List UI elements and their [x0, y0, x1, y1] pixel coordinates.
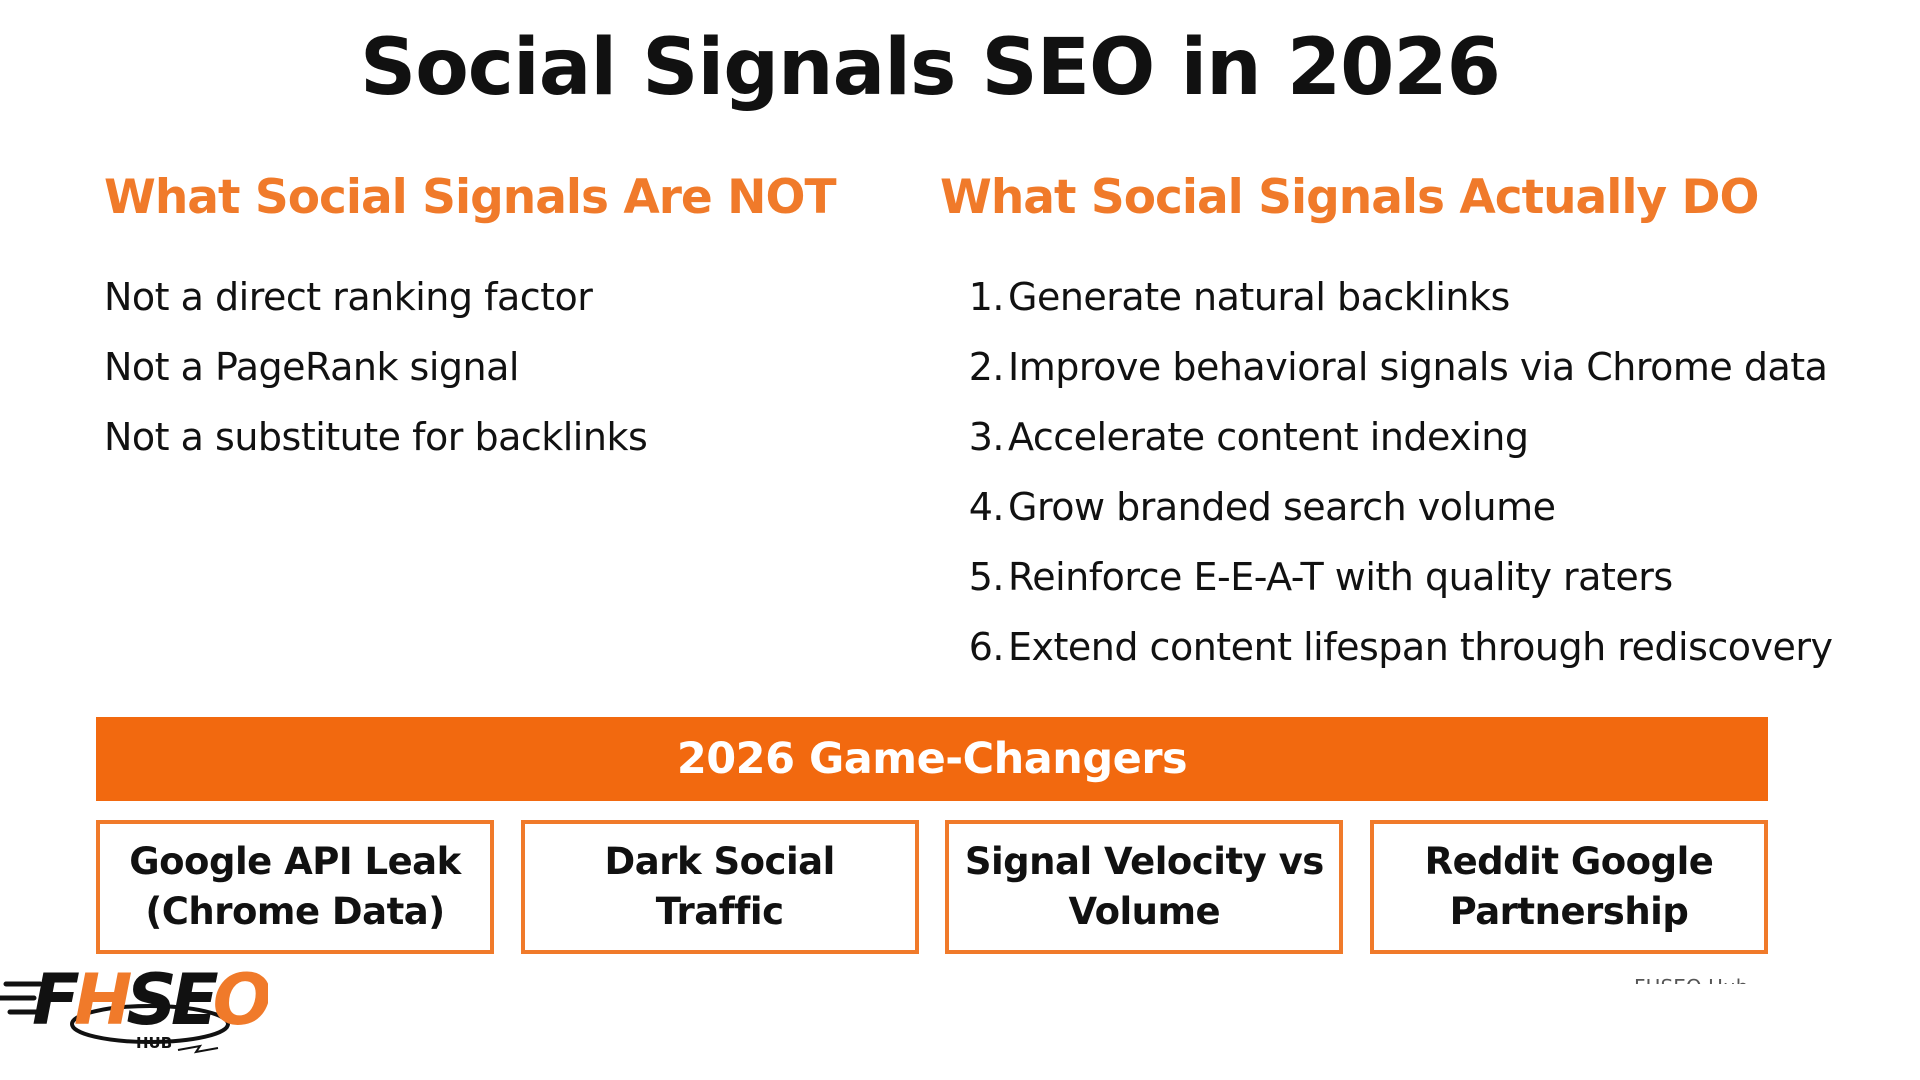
fhseo-hub-logo-icon: FHSEO HUB [0, 959, 268, 1054]
logo-swoosh [70, 1004, 230, 1044]
do-item: 3. Accelerate content indexing [960, 402, 1833, 472]
do-heading: What Social Signals Actually DO [940, 170, 1759, 225]
not-item: Not a direct ranking factor [104, 275, 593, 319]
card-dark-social-traffic: Dark Social Traffic [520, 820, 919, 954]
do-item-text: Improve behavioral signals via Chrome da… [1008, 345, 1828, 389]
do-item-number: 3. [968, 415, 1005, 459]
not-list: Not a direct ranking factor Not a PageRa… [104, 262, 648, 472]
do-item-number: 6. [968, 625, 1005, 669]
game-changer-cards: Google API Leak (Chrome Data) Dark Socia… [96, 820, 1768, 954]
not-heading: What Social Signals Are NOT [104, 170, 837, 225]
card-reddit-partnership: Reddit Google Partnership [1369, 820, 1768, 954]
do-item: 2. Improve behavioral signals via Chrome … [960, 332, 1833, 402]
page-title: Social Signals SEO in 2026 [360, 23, 1501, 113]
do-item-text: Accelerate content indexing [1008, 415, 1529, 459]
game-changers-banner: 2026 Game-Changers [96, 717, 1768, 801]
do-list: 1. Generate natural backlinks 2. Improve b… [960, 262, 1833, 682]
do-item-number: 2. [968, 345, 1005, 389]
logo-lightning [177, 1044, 219, 1054]
do-item-text: Extend content lifespan through rediscov… [1008, 625, 1833, 669]
card-signal-velocity: Signal Velocity vs Volume [945, 820, 1344, 954]
do-item-number: 5. [968, 555, 1005, 599]
do-item-text: Generate natural backlinks [1008, 275, 1510, 319]
do-item-text: Grow branded search volume [1008, 485, 1556, 529]
not-item: Not a substitute for backlinks [104, 415, 648, 459]
do-item: 4. Grow branded search volume [960, 472, 1833, 542]
do-item: 1. Generate natural backlinks [960, 262, 1833, 332]
logo-letters: FHSEO [32, 959, 268, 1041]
do-item-text: Reinforce E-E-A-T with quality raters [1008, 555, 1673, 599]
do-item-number: 4. [968, 485, 1005, 529]
logo-speed-lines [0, 981, 43, 1015]
card-google-api-leak: Google API Leak (Chrome Data) [96, 820, 494, 954]
do-item: 6. Extend content lifespan through redisc… [960, 612, 1833, 682]
watermark-text: FHSEO Hub [1634, 972, 1774, 984]
not-item: Not a PageRank signal [104, 345, 519, 389]
logo-sub: HUB [136, 1034, 172, 1052]
do-item-number: 1. [968, 275, 1005, 319]
do-item: 5. Reinforce E-E-A-T with quality raters [960, 542, 1833, 612]
